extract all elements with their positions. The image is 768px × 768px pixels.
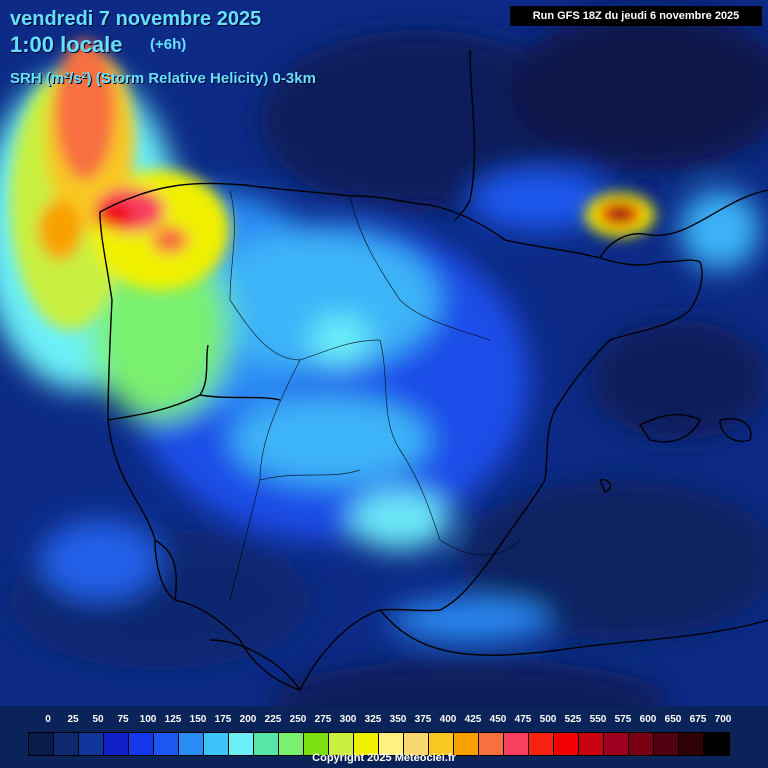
legend-tick-label: 75 xyxy=(117,714,129,725)
legend-swatch xyxy=(679,733,704,755)
legend-tick-label: 50 xyxy=(92,714,104,725)
legend-tick-label: 150 xyxy=(189,714,207,725)
legend-tick-label: 100 xyxy=(139,714,157,725)
legend-tick-label: 450 xyxy=(489,714,507,725)
legend-tick-label: 275 xyxy=(314,714,332,725)
legend-tick-label: 0 xyxy=(45,714,51,725)
legend-swatch xyxy=(304,733,329,755)
legend-tick-label: 400 xyxy=(439,714,457,725)
legend-tick-label: 375 xyxy=(414,714,432,725)
legend-swatch xyxy=(579,733,604,755)
legend-tick-label: 600 xyxy=(639,714,657,725)
legend-colorbar xyxy=(28,732,730,756)
legend-tick-label: 200 xyxy=(239,714,257,725)
legend-swatch xyxy=(204,733,229,755)
forecast-offset: (+6h) xyxy=(150,36,187,53)
legend-tick-label: 125 xyxy=(164,714,182,725)
legend-tick-label: 250 xyxy=(289,714,307,725)
legend-tick-label: 650 xyxy=(664,714,682,725)
legend-tick-label: 550 xyxy=(589,714,607,725)
legend-tick-label: 500 xyxy=(539,714,557,725)
legend-tick-label: 175 xyxy=(214,714,232,725)
legend-tick-label: 700 xyxy=(714,714,732,725)
legend-swatch xyxy=(179,733,204,755)
legend-labels: 0 25 50 75 100 125 150 175 200 225 250 275 300 325 350… xyxy=(28,714,731,728)
legend-swatch xyxy=(254,733,279,755)
legend-swatch xyxy=(79,733,104,755)
legend-tick-label: 350 xyxy=(389,714,407,725)
parameter-label: SRH (m²/s²) (Storm Relative Helicity) 0-… xyxy=(10,70,316,87)
legend-swatch xyxy=(229,733,254,755)
legend-swatch xyxy=(354,733,379,755)
legend-tick-label: 225 xyxy=(264,714,282,725)
legend-swatch xyxy=(529,733,554,755)
legend-tick-label: 300 xyxy=(339,714,357,725)
legend-swatch xyxy=(279,733,304,755)
legend-swatch xyxy=(704,733,729,755)
legend-swatch xyxy=(154,733,179,755)
legend-tick-label: 425 xyxy=(464,714,482,725)
legend-swatch xyxy=(129,733,154,755)
legend-tick-label: 325 xyxy=(364,714,382,725)
legend-tick-label: 25 xyxy=(67,714,79,725)
legend-tick-label: 475 xyxy=(514,714,532,725)
forecast-date: vendredi 7 novembre 2025 xyxy=(10,8,262,30)
run-info: Run GFS 18Z du jeudi 6 novembre 2025 xyxy=(510,6,762,26)
coastlines xyxy=(99,49,768,691)
legend-tick-label: 525 xyxy=(564,714,582,725)
legend-swatch xyxy=(104,733,129,755)
legend-swatch xyxy=(404,733,429,755)
legend-tick-label: 675 xyxy=(689,714,707,725)
legend-tick-label: 575 xyxy=(614,714,632,725)
color-legend: 0 25 50 75 100 125 150 175 200 225 250 275 300 325 350… xyxy=(0,706,768,768)
legend-swatch xyxy=(329,733,354,755)
forecast-time: 1:00 locale xyxy=(10,32,123,57)
legend-swatch xyxy=(654,733,679,755)
copyright: Copyright 2025 Meteociel.fr xyxy=(312,752,456,764)
legend-swatch xyxy=(504,733,529,755)
legend-swatch xyxy=(604,733,629,755)
legend-swatch xyxy=(454,733,479,755)
legend-swatch xyxy=(629,733,654,755)
legend-swatch xyxy=(554,733,579,755)
legend-swatch xyxy=(379,733,404,755)
legend-swatch xyxy=(479,733,504,755)
legend-swatch xyxy=(429,733,454,755)
legend-swatch xyxy=(29,733,54,755)
legend-swatch xyxy=(54,733,79,755)
